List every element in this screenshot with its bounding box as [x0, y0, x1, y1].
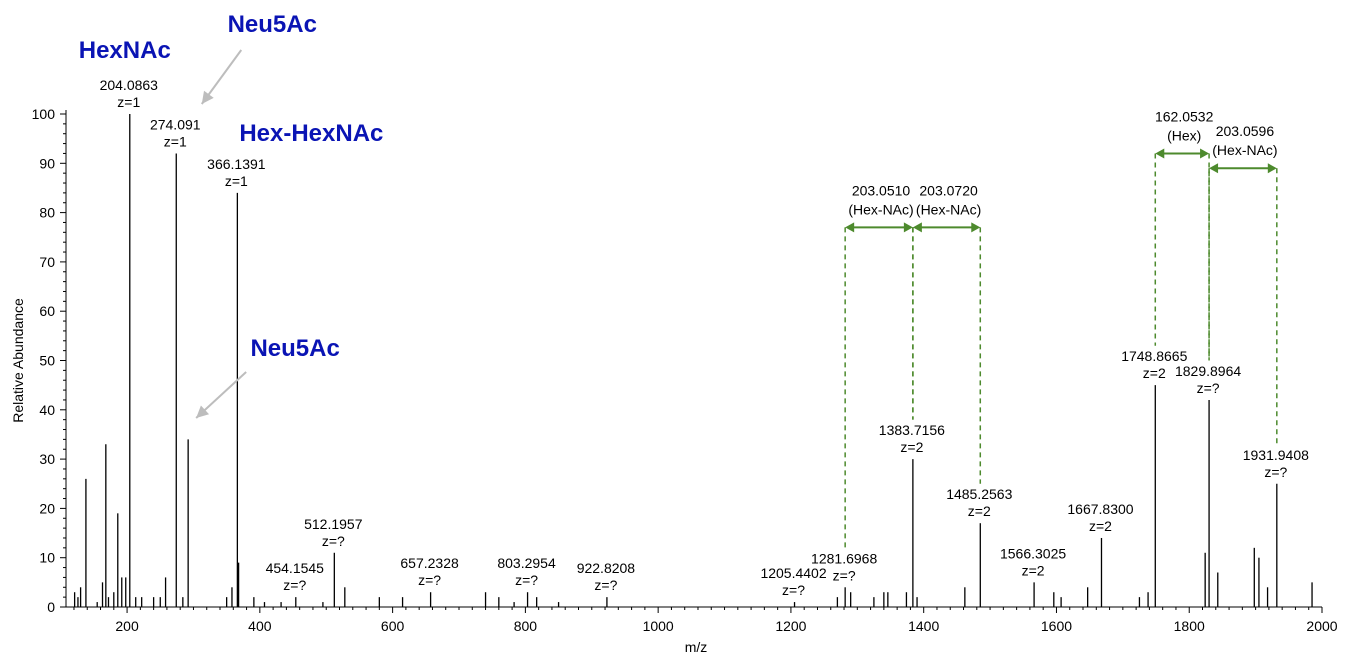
x-tick-label: 1000: [643, 618, 674, 634]
x-tick-label: 1200: [775, 618, 806, 634]
peak-charge-label: z=1: [225, 173, 248, 189]
y-tick-label: 100: [32, 106, 56, 122]
interval-arrow-head: [1200, 148, 1210, 159]
peak-mass-label: 1829.8964: [1175, 363, 1241, 379]
mass-intervals: 203.0510 (Hex-NAc) 203.0720 (Hex-NAc) 162.05…: [844, 108, 1278, 548]
peak-mass-label: 1667.8300: [1067, 501, 1133, 517]
peak-charge-label: z=1: [164, 133, 187, 149]
peak-mass-label: 1566.3025: [1000, 545, 1066, 561]
y-tick-label: 0: [47, 599, 55, 615]
interval-value: 203.0720: [919, 182, 978, 198]
interval-value: 162.0532: [1155, 108, 1214, 124]
annotation-neu5ac-mid: Neu5Ac: [250, 335, 339, 362]
peak-charge-label: z=?: [833, 567, 856, 583]
x-tick-label: 400: [248, 618, 272, 634]
x-tick-label: 1800: [1174, 618, 1205, 634]
x-tick-label: 1600: [1041, 618, 1072, 634]
peak-mass-label: 204.0863: [100, 77, 159, 93]
x-ticks: 200 400 600 800 1000 1200 1400 1600 1800 2000: [73, 607, 1338, 634]
peak-mass-label: 657.2328: [400, 555, 459, 571]
peak-labels: 204.0863z=1274.091z=1366.1391z=1454.1545…: [100, 77, 1310, 598]
peak-mass-label: 512.1957: [304, 516, 363, 532]
peak-mass-label: 922.8208: [577, 560, 636, 576]
peak-mass-label: 1485.2563: [946, 486, 1012, 502]
x-tick-label: 1400: [908, 618, 939, 634]
peak-mass-label: 366.1391: [207, 156, 266, 172]
interval-arrow-head: [1155, 148, 1165, 159]
peak-charge-label: z=2: [1089, 518, 1112, 534]
x-tick-label: 2000: [1306, 618, 1337, 634]
peak-charge-label: z=?: [515, 572, 538, 588]
y-tick-label: 50: [39, 353, 55, 369]
peak-charge-label: z=?: [283, 577, 306, 593]
interval-value: 203.0596: [1216, 123, 1275, 139]
y-tick-label: 80: [39, 205, 55, 221]
annotation-hex-hexnac: Hex-HexNAc: [239, 120, 383, 147]
peak-mass-label: 803.2954: [497, 555, 556, 571]
y-tick-label: 40: [39, 402, 55, 418]
pointer-arrow-head: [201, 90, 214, 104]
peak-charge-label: z=?: [1264, 464, 1287, 480]
interval-arrow-head: [971, 222, 981, 233]
peak-charge-label: z=2: [968, 503, 991, 519]
interval-arrow-head: [903, 222, 913, 233]
annotations: HexNAc Neu5Ac Hex-HexNAc Neu5Ac: [79, 11, 383, 419]
peak-charge-label: z=1: [117, 94, 140, 110]
x-tick-label: 600: [381, 618, 405, 634]
annotation-neu5ac-top: Neu5Ac: [228, 11, 317, 38]
peak-mass-label: 1748.8665: [1121, 348, 1187, 364]
annotation-hexnac: HexNAc: [79, 37, 171, 64]
y-tick-label: 90: [39, 155, 55, 171]
peak-charge-label: z=?: [782, 582, 805, 598]
peak-mass-label: 1383.7156: [879, 422, 945, 438]
peak-charge-label: z=2: [1022, 562, 1045, 578]
interval-label: (Hex-NAc): [1212, 142, 1277, 158]
interval-value: 203.0510: [852, 182, 911, 198]
interval-arrow-head: [845, 222, 855, 233]
x-tick-label: 800: [514, 618, 538, 634]
pointer-arrow-head: [196, 405, 210, 418]
interval-arrow-head: [912, 222, 922, 233]
peak-charge-label: z=?: [322, 533, 345, 549]
peak-mass-label: 454.1545: [266, 560, 325, 576]
peaks: [73, 114, 1313, 607]
y-tick-label: 10: [39, 550, 55, 566]
y-tick-label: 70: [39, 254, 55, 270]
y-tick-label: 30: [39, 451, 55, 467]
peak-charge-label: z=?: [594, 577, 617, 593]
interval-label: (Hex-NAc): [848, 201, 913, 217]
peak-charge-label: z=2: [1143, 365, 1166, 381]
interval-arrow-head: [1209, 163, 1219, 174]
peak-mass-label: 1931.9408: [1243, 447, 1309, 463]
y-ticks: 0 10 20 30 40 50 60 70 80 90 100: [32, 106, 66, 615]
peak-charge-label: z=?: [1197, 380, 1220, 396]
peak-charge-label: z=2: [900, 439, 923, 455]
peak-charge-label: z=?: [418, 572, 441, 588]
x-tick-label: 200: [115, 618, 139, 634]
y-tick-label: 20: [39, 500, 55, 516]
interval-label: (Hex): [1167, 127, 1201, 143]
x-axis-title: m/z: [685, 639, 708, 654]
interval-arrow-head: [1267, 163, 1277, 174]
y-axis-title: Relative Abundance: [10, 298, 26, 423]
peak-mass-label: 274.091: [150, 116, 201, 132]
y-tick-label: 60: [39, 303, 55, 319]
interval-label: (Hex-NAc): [916, 201, 981, 217]
peak-mass-label: 1281.6968: [811, 550, 877, 566]
peak-mass-label: 1205.4402: [760, 565, 826, 581]
